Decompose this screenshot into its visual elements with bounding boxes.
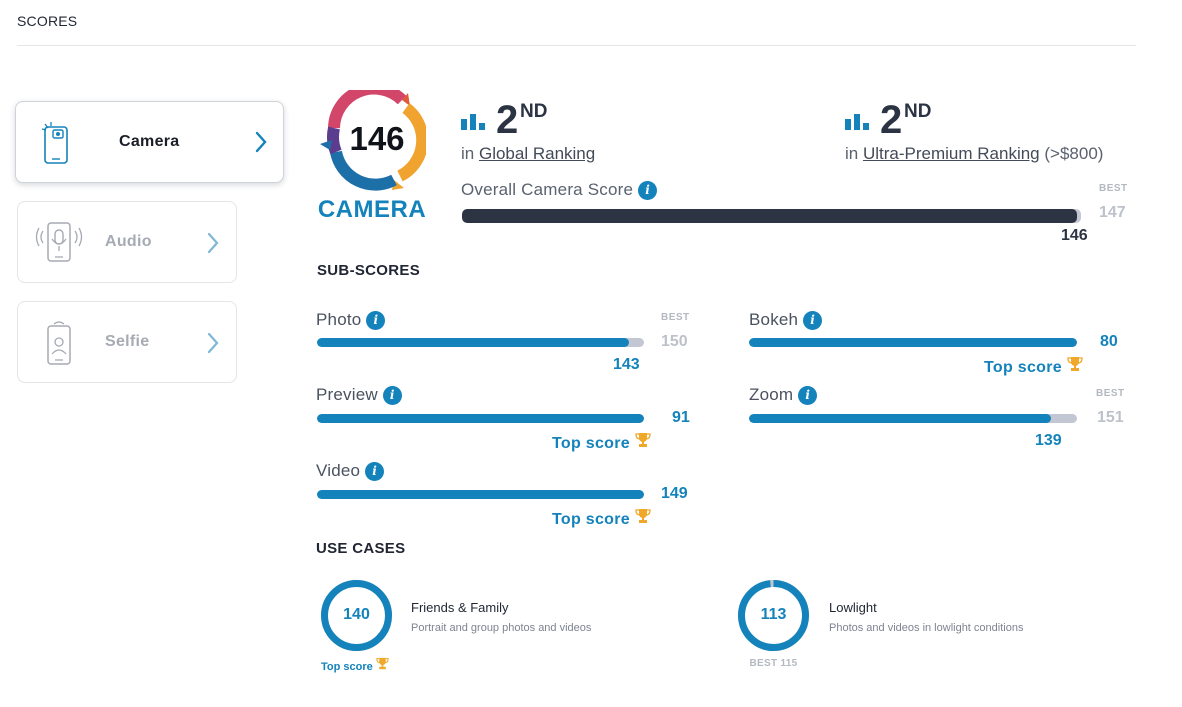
global-rank-prefix: in [461, 144, 475, 163]
score-badge-logo [318, 82, 429, 197]
subscore-photo-label: Photo i [316, 310, 386, 331]
subscore-preview-top: Top score [552, 432, 651, 453]
subscore-bokeh-label: Bokeh i [749, 310, 823, 331]
subscore-video-top: Top score [552, 508, 651, 529]
global-ranking-link[interactable]: Global Ranking [478, 144, 596, 163]
subscore-bokeh-track [749, 338, 1077, 347]
subscore-photo-best: 150 [661, 333, 688, 350]
use-case-lowlight-desc: Photos and videos in lowlight conditions [829, 622, 1024, 634]
overall-score-fill [462, 209, 1077, 223]
subscore-preview-label-text: Preview [316, 385, 378, 404]
subscore-zoom-value: 139 [1035, 432, 1062, 449]
info-icon[interactable]: i [365, 462, 385, 482]
subscore-video-label: Video i [316, 461, 385, 482]
subscore-zoom-best: 151 [1097, 409, 1124, 426]
global-rank-caption: in Global Ranking [461, 144, 595, 164]
use-case-lowlight-ring [737, 579, 810, 657]
trophy-icon [635, 509, 651, 528]
subscore-photo-track [317, 338, 644, 347]
subscore-photo-best-tag: BEST [661, 312, 690, 323]
overall-score-label: Overall Camera Score i [461, 180, 658, 201]
subscore-bokeh-value: 80 [1100, 333, 1118, 350]
subscores-heading: SUB-SCORES [317, 262, 421, 279]
use-case-friends-title: Friends & Family [411, 600, 509, 615]
segment-rank-suffix: ND [904, 101, 932, 122]
subscore-zoom-track [749, 414, 1077, 423]
chevron-right-icon [206, 332, 220, 359]
top-score-label: Top score [321, 661, 373, 673]
subscore-video-value: 149 [661, 485, 688, 502]
tab-camera-label: Camera [119, 133, 180, 150]
global-rank-suffix: ND [520, 101, 548, 122]
bar-chart-icon [845, 114, 872, 135]
overall-best-tag: BEST [1099, 183, 1128, 194]
top-score-label: Top score [552, 435, 630, 452]
use-cases-heading: USE CASES [316, 540, 406, 557]
info-icon[interactable]: i [366, 311, 386, 331]
chevron-right-icon [206, 232, 220, 259]
overall-score-value: 146 [1061, 227, 1088, 244]
subscore-video-fill [317, 490, 644, 499]
subscore-video-track [317, 490, 644, 499]
subscore-preview-fill [317, 414, 644, 423]
subscore-zoom-label: Zoom i [749, 385, 818, 406]
trophy-icon [1067, 357, 1083, 376]
subscore-bokeh-top: Top score [984, 356, 1083, 377]
use-case-lowlight-value: 113 [760, 606, 787, 623]
camera-phone-icon [41, 121, 71, 170]
selfie-phone-icon [45, 320, 73, 371]
top-score-label: Top score [984, 359, 1062, 376]
subscore-photo-label-text: Photo [316, 310, 362, 329]
header-divider [17, 45, 1136, 46]
overall-score-track [462, 209, 1081, 223]
global-rank-number: 2 [496, 98, 519, 142]
tab-audio[interactable]: Audio [17, 201, 237, 283]
subscore-preview-value: 91 [672, 409, 690, 426]
trophy-icon [376, 657, 389, 673]
microphone-phone-icon [34, 221, 84, 270]
segment-rank-prefix: in [845, 144, 859, 163]
info-icon[interactable]: i [638, 181, 658, 201]
use-case-lowlight-title: Lowlight [829, 600, 877, 615]
subscore-photo-fill [317, 338, 629, 347]
tab-camera[interactable]: Camera [15, 101, 284, 183]
segment-rank-caption: in Ultra-Premium Ranking (>$800) [845, 144, 1103, 164]
subscore-bokeh-fill [749, 338, 1077, 347]
segment-rank-extra: (>$800) [1044, 144, 1104, 163]
subscore-video-label-text: Video [316, 461, 361, 480]
subscore-zoom-fill [749, 414, 1052, 423]
camera-score-category: CAMERA [317, 196, 427, 223]
info-icon[interactable]: i [803, 311, 823, 331]
tab-selfie[interactable]: Selfie [17, 301, 237, 383]
camera-score-value: 146 [349, 120, 405, 157]
subscore-preview-track [317, 414, 644, 423]
subscore-photo-value: 143 [613, 356, 640, 373]
use-case-friends-value: 140 [343, 606, 370, 623]
tab-selfie-label: Selfie [105, 333, 150, 350]
subscore-bokeh-label-text: Bokeh [749, 310, 799, 329]
overall-score-label-text: Overall Camera Score [461, 180, 634, 199]
subscore-zoom-label-text: Zoom [749, 385, 794, 404]
trophy-icon [635, 433, 651, 452]
overall-best-value: 147 [1099, 204, 1126, 221]
top-score-label: Top score [552, 511, 630, 528]
info-icon[interactable]: i [798, 386, 818, 406]
bar-chart-icon [461, 114, 488, 135]
subscore-zoom-best-tag: BEST [1096, 388, 1125, 399]
ultra-premium-ranking-link[interactable]: Ultra-Premium Ranking [862, 144, 1040, 163]
use-case-friends-desc: Portrait and group photos and videos [411, 622, 592, 634]
tab-audio-label: Audio [105, 233, 152, 250]
use-case-friends-ring [320, 579, 393, 657]
chevron-right-icon [254, 131, 268, 158]
use-case-lowlight-best: BEST 115 [749, 658, 798, 669]
segment-rank-number: 2 [880, 98, 903, 142]
info-icon[interactable]: i [382, 386, 402, 406]
subscore-preview-label: Preview i [316, 385, 402, 406]
use-case-friends-top: Top score [321, 657, 389, 673]
section-title: SCORES [17, 13, 78, 29]
